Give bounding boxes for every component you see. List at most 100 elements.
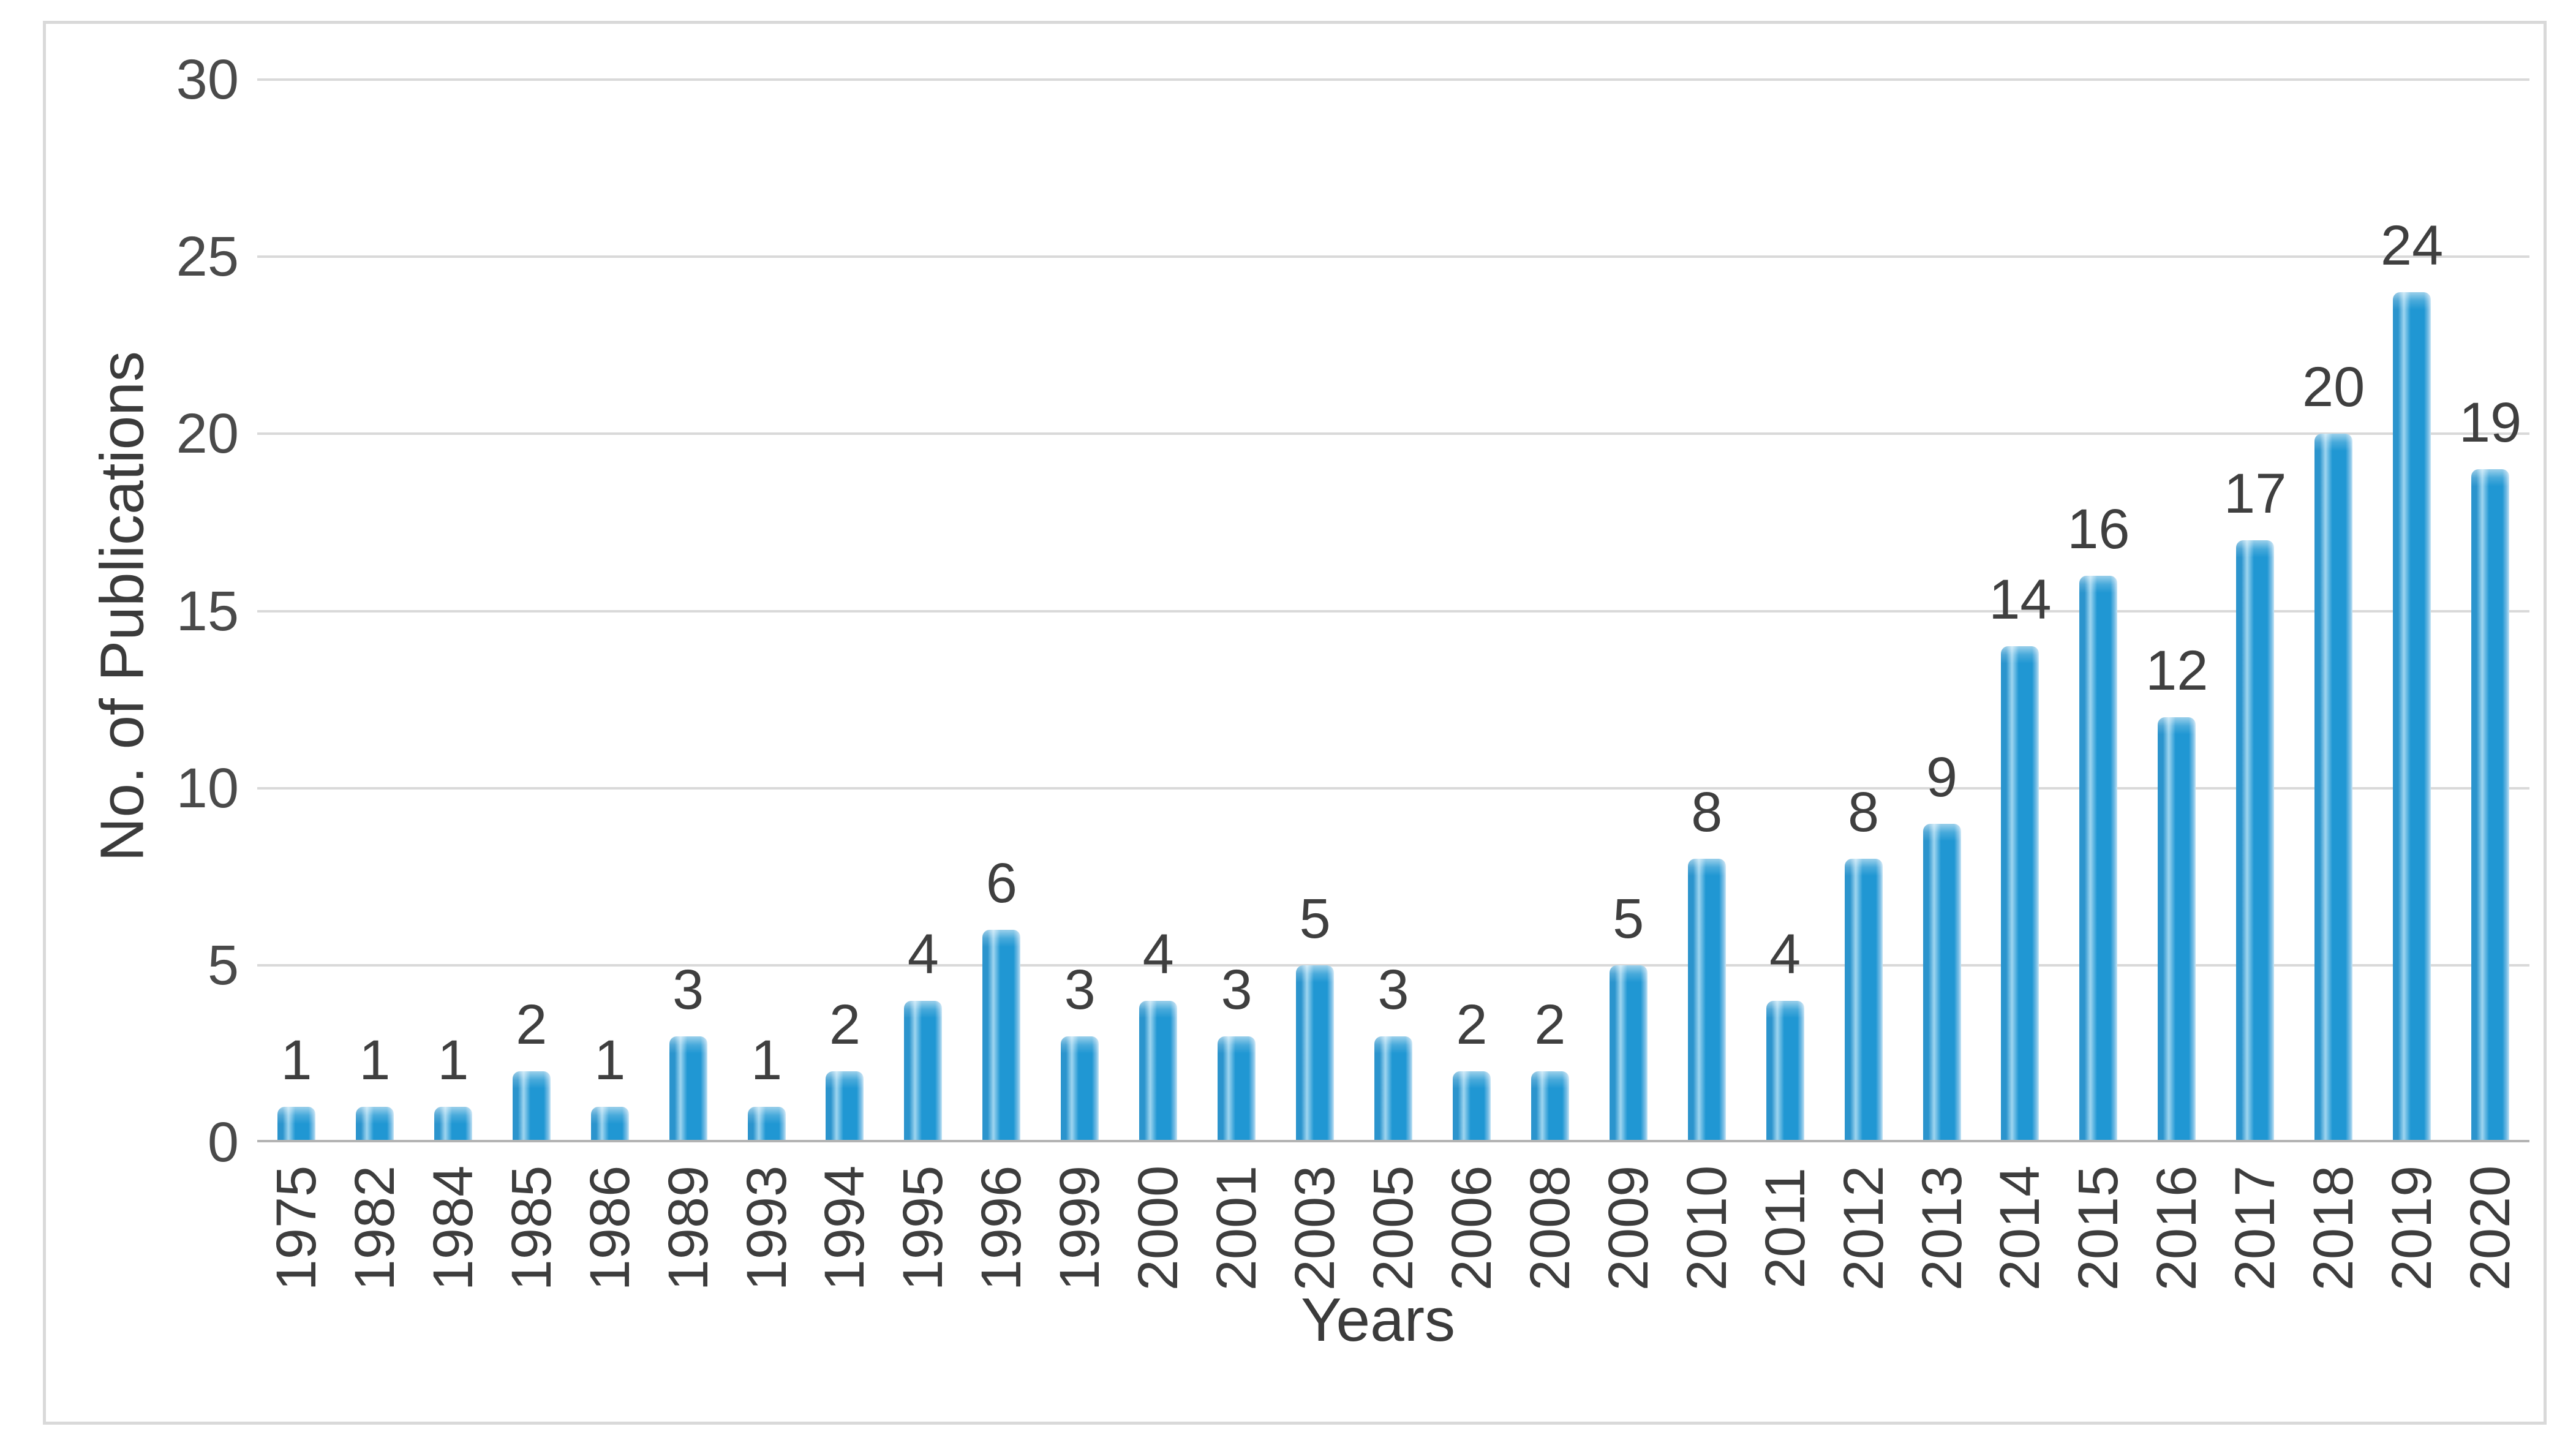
gridline [257, 786, 2529, 790]
x-tick-label: 2008 [1518, 1165, 1581, 1291]
bar-value-label: 2 [829, 993, 861, 1057]
bar-value-label: 8 [1691, 781, 1723, 844]
bar-slot: 20 2018 [2294, 80, 2373, 1291]
gridline [257, 78, 2529, 81]
bar-value-label: 2 [1456, 993, 1488, 1057]
gridline [257, 255, 2529, 258]
x-tick-label: 1985 [500, 1165, 563, 1291]
bar-slot: 8 2010 [1668, 80, 1746, 1291]
x-tick-label: 2000 [1127, 1165, 1190, 1291]
bar [512, 1071, 551, 1142]
bar-slot: 6 1996 [962, 80, 1041, 1291]
bar-value-label: 1 [281, 1029, 312, 1092]
gridline [257, 609, 2529, 613]
x-tick-label: 2019 [2381, 1165, 2444, 1291]
bar-value-label: 5 [1613, 887, 1644, 950]
bar-slot: 2 2008 [1511, 80, 1589, 1291]
x-tick-label: 2013 [1910, 1165, 1973, 1291]
bar-slot: 2 1985 [492, 80, 571, 1291]
bar-slot: 3 1999 [1041, 80, 1119, 1291]
bar [1218, 1036, 1256, 1142]
bar-value-label: 14 [1989, 568, 2052, 631]
bar [2393, 292, 2431, 1142]
bar [1374, 1036, 1412, 1142]
bar [826, 1071, 864, 1142]
bar-slot: 2 2006 [1433, 80, 1511, 1291]
x-tick-label: 2020 [2459, 1165, 2522, 1291]
x-tick-label: 2001 [1205, 1165, 1268, 1291]
x-tick-label: 1994 [813, 1165, 876, 1291]
bar [2158, 717, 2196, 1142]
x-tick-label: 1999 [1049, 1165, 1112, 1291]
bar-slot: 1 1984 [414, 80, 492, 1291]
bar-slot: 3 2005 [1354, 80, 1433, 1291]
bar-slot: 2 1994 [806, 80, 884, 1291]
y-tick-label: 20 [176, 402, 239, 466]
bar-slot: 8 2012 [1825, 80, 1903, 1291]
bar [1844, 859, 1883, 1142]
bar-value-label: 20 [2302, 356, 2365, 419]
x-tick-label: 2016 [2145, 1165, 2209, 1291]
bar-value-label: 1 [437, 1029, 469, 1092]
bar [982, 930, 1021, 1142]
bar-value-label: 4 [1769, 922, 1801, 986]
y-tick-label: 10 [176, 756, 239, 820]
y-tick-label: 5 [207, 933, 239, 997]
x-tick-label: 2011 [1753, 1167, 1817, 1289]
bar-value-label: 4 [907, 922, 939, 986]
x-axis-line [257, 1140, 2529, 1142]
bar [1531, 1071, 1569, 1142]
x-tick-label: 1982 [343, 1165, 406, 1291]
bar-slot: 16 2015 [2059, 80, 2137, 1291]
bar [1296, 965, 1335, 1142]
bar [1923, 823, 1961, 1142]
bar-value-label: 16 [2067, 497, 2130, 560]
y-tick-label: 30 [176, 48, 239, 111]
x-tick-label: 2006 [1440, 1165, 1503, 1291]
bar-slot: 4 2000 [1119, 80, 1197, 1291]
bar-value-label: 9 [1926, 745, 1958, 809]
bar-slot: 1 1982 [336, 80, 414, 1291]
bar [2001, 646, 2039, 1142]
bar-slot: 19 2020 [2451, 80, 2529, 1291]
x-tick-label: 2010 [1675, 1165, 1738, 1291]
x-tick-label: 1975 [265, 1165, 328, 1291]
x-tick-label: 1996 [970, 1165, 1033, 1291]
bar [355, 1107, 394, 1142]
bar-value-label: 12 [2145, 639, 2209, 702]
bar-value-label: 3 [672, 958, 704, 1021]
bar [2079, 575, 2118, 1142]
bar-value-label: 2 [1534, 993, 1566, 1057]
bar-slot: 9 2013 [1903, 80, 1981, 1291]
bar-value-label: 3 [1221, 958, 1252, 1021]
x-axis-title: Years [1300, 1286, 1456, 1354]
bar [747, 1107, 786, 1142]
x-tick-label: 1993 [735, 1165, 798, 1291]
bar-value-label: 1 [750, 1029, 783, 1092]
figure-border [43, 21, 2547, 1425]
bar-slot: 5 2009 [1589, 80, 1668, 1291]
bar [590, 1107, 629, 1142]
x-tick-label: 1986 [578, 1165, 641, 1291]
x-tick-label: 2005 [1361, 1165, 1425, 1291]
bar-value-label: 2 [516, 993, 548, 1057]
bar-value-label: 19 [2458, 391, 2522, 454]
bar-slot: 3 2001 [1197, 80, 1276, 1291]
bar [1766, 1000, 1804, 1142]
bar-slot: 24 2019 [2373, 80, 2451, 1291]
x-tick-label: 2009 [1597, 1165, 1660, 1291]
x-tick-label: 1984 [421, 1165, 484, 1291]
bar-slot: 1 1975 [257, 80, 336, 1291]
x-tick-label: 2015 [2067, 1165, 2130, 1291]
x-tick-label: 1989 [657, 1165, 720, 1291]
bar [904, 1000, 943, 1142]
x-tick-label: 2003 [1284, 1165, 1347, 1291]
bar [1687, 859, 1726, 1142]
bar-slot: 3 1989 [649, 80, 728, 1291]
bar-value-label: 3 [1064, 958, 1096, 1021]
x-tick-label: 2018 [2302, 1165, 2365, 1291]
bar [2471, 469, 2510, 1142]
bar-value-label: 24 [2380, 214, 2444, 277]
bar-slot: 17 2017 [2216, 80, 2294, 1291]
bar-value-label: 5 [1299, 887, 1331, 950]
